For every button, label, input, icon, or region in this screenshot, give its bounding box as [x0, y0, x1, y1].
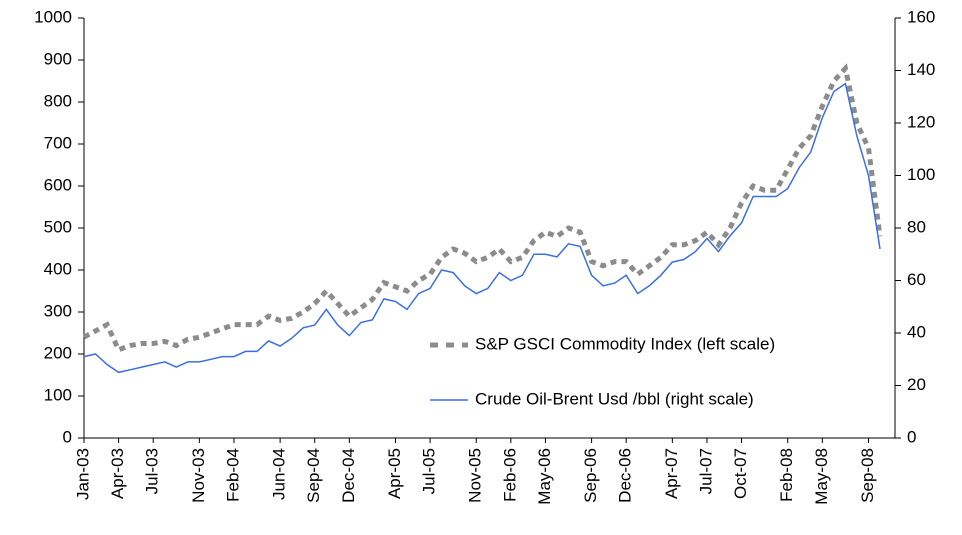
x-tick-label: Dec-06 [616, 448, 635, 503]
y2-tick-label: 160 [907, 7, 935, 26]
legend-label: S&P GSCI Commodity Index (left scale) [475, 334, 775, 353]
x-tick-label: Nov-03 [189, 448, 208, 503]
x-tick-label: Feb-06 [500, 448, 519, 502]
y-tick-label: 700 [44, 133, 72, 152]
y2-tick-label: 100 [907, 165, 935, 184]
y-tick-label: 0 [63, 427, 72, 446]
y-tick-label: 1000 [34, 7, 72, 26]
y2-tick-label: 60 [907, 270, 926, 289]
x-tick-label: Jul-03 [143, 448, 162, 494]
y2-tick-label: 40 [907, 322, 926, 341]
y2-tick-label: 120 [907, 112, 935, 131]
y2-tick-label: 20 [907, 375, 926, 394]
x-tick-label: May-08 [812, 448, 831, 505]
y-tick-label: 100 [44, 385, 72, 404]
x-tick-label: Feb-08 [777, 448, 796, 502]
series-line [83, 82, 881, 374]
y-tick-label: 800 [44, 91, 72, 110]
x-tick-label: Dec-04 [339, 448, 358, 503]
x-tick-label: Feb-04 [223, 448, 242, 502]
y2-tick-label: 0 [907, 427, 916, 446]
x-tick-label: Sep-06 [581, 448, 600, 503]
y-tick-label: 300 [44, 301, 72, 320]
x-tick-label: Nov-05 [466, 448, 485, 503]
y-tick-label: 200 [44, 343, 72, 362]
x-tick-label: Jul-07 [696, 448, 715, 494]
x-tick-label: Sep-04 [304, 448, 323, 503]
y2-tick-label: 80 [907, 217, 926, 236]
x-tick-label: May-06 [535, 448, 554, 505]
y-tick-label: 500 [44, 217, 72, 236]
x-tick-label: Oct-07 [731, 448, 750, 499]
legend-label: Crude Oil-Brent Usd /bbl (right scale) [475, 389, 754, 408]
y-tick-label: 600 [44, 175, 72, 194]
series-line [82, 63, 883, 353]
y-tick-label: 400 [44, 259, 72, 278]
x-tick-label: Apr-07 [662, 448, 681, 499]
y2-tick-label: 140 [907, 60, 935, 79]
x-tick-label: Jul-05 [420, 448, 439, 494]
x-tick-label: Jun-04 [270, 448, 289, 500]
x-tick-label: Apr-03 [108, 448, 127, 499]
x-tick-label: Sep-08 [858, 448, 877, 503]
x-tick-label: Jan-03 [73, 448, 92, 500]
x-tick-label: Apr-05 [385, 448, 404, 499]
y-tick-label: 900 [44, 49, 72, 68]
